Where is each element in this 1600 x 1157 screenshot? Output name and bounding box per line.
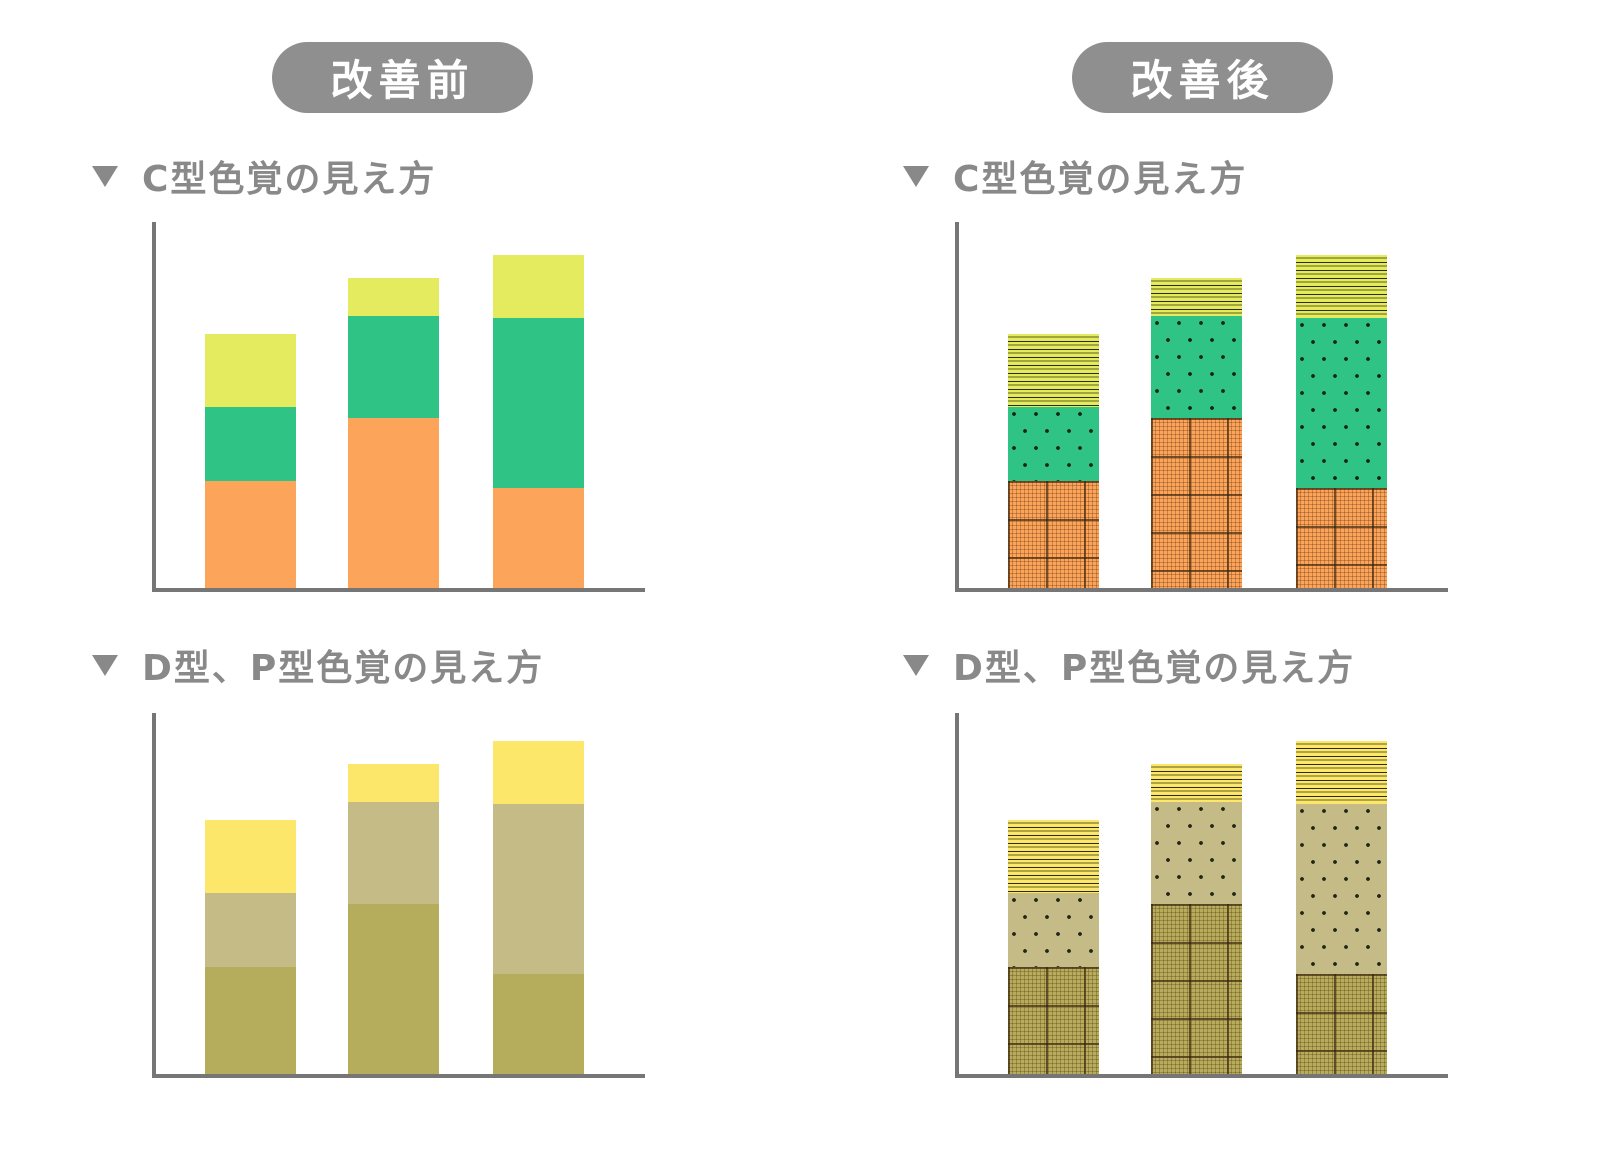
plot-area xyxy=(959,222,1448,588)
section-heading-label: D型、P型色覚の見え方 xyxy=(142,648,545,689)
section-heading-label: C型色覚の見え方 xyxy=(142,159,437,200)
stacked-bar xyxy=(348,763,439,1074)
bar-segment-bottom xyxy=(1151,417,1242,588)
bar-segment-top xyxy=(493,255,584,318)
bar-segment-middle xyxy=(205,892,296,967)
stacked-bar-chart-after-c-type xyxy=(955,222,1448,592)
bar-segment-bottom xyxy=(1008,480,1099,588)
stacked-bar xyxy=(1008,333,1099,588)
section-heading-c-type-after: C型色覚の見え方 xyxy=(903,152,1247,200)
after-badge: 改善後 xyxy=(1072,42,1333,113)
bar-segment-bottom xyxy=(493,488,584,588)
triangle-bullet-icon xyxy=(903,654,929,676)
section-heading-label: D型、P型色覚の見え方 xyxy=(953,648,1356,689)
bar-segment-bottom xyxy=(1296,488,1387,588)
plot-area xyxy=(156,222,645,588)
stacked-bar xyxy=(1151,763,1242,1074)
before-badge: 改善前 xyxy=(272,42,533,113)
triangle-bullet-icon xyxy=(92,654,118,676)
section-heading-c-type-before: C型色覚の見え方 xyxy=(92,152,436,200)
bar-segment-top xyxy=(1151,763,1242,803)
bar-segment-bottom xyxy=(348,903,439,1074)
stacked-bar xyxy=(1296,741,1387,1074)
bar-segment-middle xyxy=(1296,803,1387,975)
bar-segment-middle xyxy=(1151,802,1242,904)
triangle-bullet-icon xyxy=(903,165,929,187)
bar-segment-middle xyxy=(1008,406,1099,481)
bar-segment-top xyxy=(205,333,296,407)
bar-segment-top xyxy=(1008,333,1099,407)
stacked-bar xyxy=(493,255,584,588)
section-heading-dp-type-before: D型、P型色覚の見え方 xyxy=(92,641,544,689)
bar-segment-top xyxy=(1296,741,1387,804)
bar-segment-bottom xyxy=(1151,903,1242,1074)
stacked-bar xyxy=(205,333,296,588)
bar-segment-middle xyxy=(1151,316,1242,418)
stacked-bar-chart-before-c-type xyxy=(152,222,645,592)
stacked-bar xyxy=(1151,277,1242,588)
bar-segment-middle xyxy=(348,316,439,418)
section-heading-label: C型色覚の見え方 xyxy=(953,159,1248,200)
bar-segment-top xyxy=(493,741,584,804)
bar-segment-bottom xyxy=(493,974,584,1074)
bar-segment-middle xyxy=(1296,317,1387,489)
plot-area xyxy=(959,713,1448,1074)
bar-segment-top xyxy=(205,819,296,893)
plot-area xyxy=(156,713,645,1074)
bar-segment-bottom xyxy=(1296,974,1387,1074)
bar-segment-middle xyxy=(493,317,584,489)
bar-segment-middle xyxy=(348,802,439,904)
bar-segment-top xyxy=(348,277,439,317)
stacked-bar-chart-before-dp-type xyxy=(152,713,645,1078)
stacked-bar xyxy=(348,277,439,588)
bar-segment-middle xyxy=(493,803,584,975)
stacked-bar xyxy=(1008,819,1099,1074)
stacked-bar xyxy=(1296,255,1387,588)
bar-segment-top xyxy=(1008,819,1099,893)
bar-segment-bottom xyxy=(1008,966,1099,1074)
stacked-bar-chart-after-dp-type xyxy=(955,713,1448,1078)
bar-segment-bottom xyxy=(205,966,296,1074)
stacked-bar xyxy=(493,741,584,1074)
bar-segment-top xyxy=(1151,277,1242,317)
bar-segment-middle xyxy=(1008,892,1099,967)
triangle-bullet-icon xyxy=(92,165,118,187)
section-heading-dp-type-after: D型、P型色覚の見え方 xyxy=(903,641,1355,689)
stacked-bar xyxy=(205,819,296,1074)
bar-segment-top xyxy=(348,763,439,803)
bar-segment-bottom xyxy=(348,417,439,588)
bar-segment-middle xyxy=(205,406,296,481)
bar-segment-bottom xyxy=(205,480,296,588)
bar-segment-top xyxy=(1296,255,1387,318)
